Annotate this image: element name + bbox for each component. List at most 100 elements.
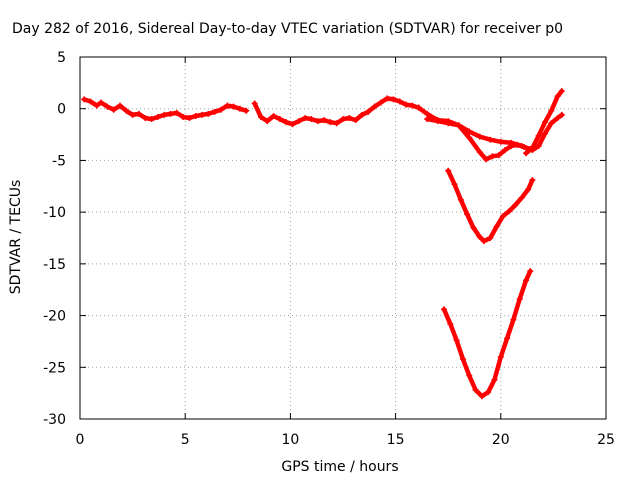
data-point-main: [81, 96, 88, 103]
grid-lines: [80, 57, 606, 419]
y-tick-label: -10: [43, 205, 66, 221]
plot-frame: [79, 56, 607, 420]
data-point-upper-c: [548, 107, 555, 114]
data-point-main: [148, 116, 155, 123]
data-point-main-b: [377, 99, 384, 106]
x-axis-label: GPS time / hours: [281, 459, 398, 475]
data-point-mid-dip: [525, 186, 532, 193]
data-point-deep-dip: [485, 389, 492, 396]
data-point-upper-a: [489, 153, 496, 160]
data-point-deep-dip: [466, 372, 473, 379]
data-point-deep-dip: [472, 387, 479, 394]
data-point-main-b: [390, 96, 397, 103]
y-axis-label: SDTVAR / TECUs: [8, 180, 24, 295]
data-point-main: [167, 110, 174, 117]
y-tick-label: 0: [57, 102, 66, 118]
data-point-main-b: [403, 101, 410, 108]
data-point-main-b: [314, 118, 321, 125]
y-tick-label: -25: [43, 360, 66, 376]
y-tick-label: -30: [43, 412, 66, 428]
data-point-main-b: [340, 116, 346, 123]
data-point-main-b: [276, 116, 283, 123]
data-point-main-b: [264, 118, 271, 125]
x-tick-label: 15: [387, 432, 405, 448]
chart-title: Day 282 of 2016, Sidereal Day-to-day VTE…: [12, 21, 563, 37]
data-point-upper-c: [523, 150, 530, 157]
data-point-deep-dip: [478, 393, 485, 400]
data-point-mid-dip: [480, 238, 487, 245]
data-point-upper-b: [487, 136, 494, 143]
data-point-main: [180, 113, 187, 120]
data-point-mid-dip: [506, 208, 513, 215]
data-point-main-b: [321, 117, 328, 124]
axis-ticks: 0 5 10 15 20 25 5 0 -5 -10 -15 -20 -25 -30: [43, 50, 615, 448]
data-point-mid-dip: [457, 196, 464, 203]
data-point-upper-b: [548, 120, 555, 127]
data-point-main: [199, 111, 206, 118]
data-point-main-b: [333, 120, 340, 127]
data-point-mid-dip: [529, 177, 536, 184]
data-point-deep-dip: [447, 320, 454, 327]
data-point-main-b: [251, 100, 258, 107]
data-point-upper-b: [455, 122, 462, 129]
data-point-upper-c: [558, 88, 565, 95]
data-point-upper-b: [518, 142, 525, 149]
series-line-deep-dip: [441, 268, 533, 399]
data-point-main: [192, 112, 199, 119]
data-point-main: [123, 107, 130, 114]
data-point-main-b: [289, 121, 296, 128]
data-point-main: [104, 103, 111, 110]
data-point-deep-dip: [497, 353, 504, 360]
data-point-upper-a: [424, 110, 431, 117]
x-tick-label: 5: [181, 432, 190, 448]
x-tick-label: 10: [281, 432, 299, 448]
data-point-upper-b: [541, 130, 548, 137]
data-point-upper-b: [554, 115, 561, 122]
data-point-main: [211, 108, 218, 115]
y-tick-label: -5: [52, 153, 66, 169]
data-point-mid-dip: [451, 181, 458, 188]
data-point-upper-a: [476, 149, 483, 156]
data-point-upper-a: [466, 134, 473, 141]
data-point-deep-dip: [510, 316, 517, 323]
data-point-main-b: [283, 119, 290, 126]
data-point-main: [236, 105, 243, 112]
data-point-deep-dip: [516, 296, 523, 303]
y-tick-label: -15: [43, 257, 66, 273]
data-series: [81, 88, 565, 400]
data-point-upper-a: [415, 104, 422, 111]
data-point-main: [93, 102, 100, 109]
data-point-deep-dip: [523, 277, 530, 284]
data-point-upper-b: [466, 128, 473, 135]
data-point-deep-dip: [504, 335, 511, 342]
data-point-main-b: [365, 108, 372, 115]
series-line-upper-b: [424, 112, 565, 153]
data-point-deep-dip: [527, 268, 534, 275]
data-point-main-b: [257, 113, 264, 120]
data-point-main-b: [270, 112, 277, 119]
data-point-mid-dip: [499, 213, 506, 220]
data-point-upper-c: [529, 145, 536, 152]
data-point-main-b: [358, 111, 365, 118]
data-point-mid-dip: [470, 224, 477, 231]
data-point-main: [230, 103, 237, 110]
x-tick-label: 0: [76, 432, 85, 448]
data-point-main: [205, 110, 212, 117]
data-point-deep-dip: [459, 356, 466, 363]
data-point-mid-dip: [487, 235, 494, 241]
data-point-main-b: [308, 116, 315, 123]
data-point-main-b: [384, 95, 391, 102]
data-point-main: [116, 102, 123, 109]
x-tick-label: 20: [492, 432, 510, 448]
data-point-main-b: [396, 98, 403, 105]
data-point-main-b: [295, 118, 302, 125]
data-point-main: [135, 110, 142, 117]
data-point-mid-dip: [445, 167, 452, 174]
data-point-main: [98, 99, 105, 106]
data-point-main-b: [346, 115, 353, 122]
data-point-upper-b: [445, 120, 452, 127]
data-point-upper-b: [508, 139, 515, 146]
x-tick-label: 25: [597, 432, 615, 448]
data-point-upper-b: [535, 142, 542, 149]
